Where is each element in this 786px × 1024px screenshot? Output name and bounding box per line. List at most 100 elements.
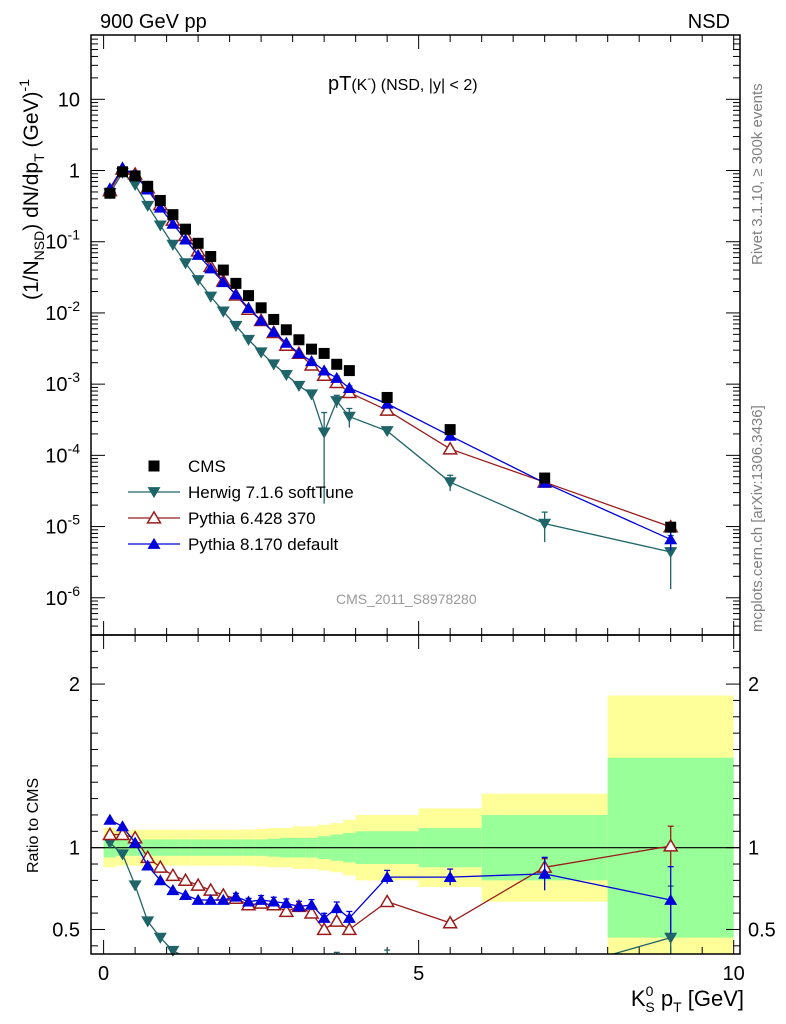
y-tick-label-main: 10 — [58, 89, 80, 111]
ratio-point — [330, 902, 344, 914]
ratio-point — [153, 932, 167, 944]
data-point — [205, 251, 217, 263]
data-point — [166, 217, 180, 229]
legend-label: Herwig 7.1.6 softTune — [188, 483, 354, 502]
ratio-point — [128, 880, 142, 892]
data-point — [306, 343, 318, 355]
ratio-point — [114, 826, 131, 841]
header-right-label: NSD — [688, 11, 730, 33]
ratio-point — [278, 903, 295, 918]
ratio-tick-label-right: 0.5 — [748, 919, 776, 941]
data-point — [280, 324, 292, 336]
analysis-id-label: CMS_2011_S8978280 — [336, 591, 477, 607]
data-point — [180, 223, 192, 235]
x-tick-label: 10 — [723, 963, 745, 985]
data-point — [279, 369, 293, 382]
y-tick-label-main: 10-4 — [45, 440, 80, 467]
legend-label: Pythia 8.170 default — [188, 535, 339, 554]
data-point — [191, 275, 205, 287]
data-series — [102, 161, 679, 957]
data-point — [381, 391, 393, 403]
data-point — [117, 166, 129, 178]
data-point — [254, 347, 268, 359]
ratio-plot-frame — [90, 634, 741, 955]
data-point — [330, 371, 344, 383]
y-tick-label-main: 10-6 — [45, 583, 80, 610]
axes-ticks: 0 5 10 10 1 10-1 10-2 10-3 10-4 10-5 10-6 0.5 0.5 1 1 2… — [45, 34, 776, 985]
ratio-point — [305, 898, 319, 910]
data-point — [538, 518, 552, 530]
ratio-point — [664, 893, 678, 905]
ratio-point — [152, 859, 169, 873]
data-point — [191, 248, 205, 260]
ratio-line — [449, 866, 545, 924]
ratio-point — [279, 897, 293, 909]
y-tick-label-main: 10-1 — [45, 227, 80, 254]
data-point — [141, 200, 155, 212]
ratio-point — [229, 890, 243, 902]
data-point — [318, 347, 330, 359]
data-point — [342, 411, 356, 423]
ratio-point — [538, 867, 552, 879]
data-point — [255, 302, 267, 314]
ratio-point — [141, 859, 155, 871]
data-point — [664, 547, 678, 559]
data-point — [179, 258, 193, 270]
data-point — [343, 365, 355, 377]
data-point — [153, 220, 167, 232]
ratio-line — [544, 873, 671, 901]
ratio-point — [303, 905, 320, 919]
ratio-point — [116, 820, 130, 832]
data-point — [204, 291, 218, 303]
ratio-point — [662, 838, 679, 852]
ratio-tick-label-left: 2 — [69, 674, 80, 696]
ratio-line — [613, 937, 671, 955]
data-point — [167, 209, 179, 221]
ratio-point — [153, 874, 167, 886]
ratio-point — [128, 836, 142, 848]
ratio-line — [544, 845, 671, 868]
data-point — [128, 179, 142, 191]
data-point — [104, 187, 116, 199]
data-point — [279, 336, 293, 348]
ratio-series-2 — [103, 813, 678, 934]
data-point — [305, 389, 319, 401]
data-point — [216, 306, 230, 318]
data-point — [342, 381, 356, 393]
data-point — [330, 396, 344, 408]
series-0 — [104, 166, 677, 533]
legend-label: Pythia 6.428 370 — [188, 509, 316, 528]
data-point — [268, 313, 280, 325]
rivet-label: Rivet 3.1.10, ≥ 300k events — [749, 83, 766, 265]
ratio-point — [166, 945, 180, 957]
legend-marker — [146, 510, 162, 524]
mcplots-label: mcplots.cern.ch [arXiv:1306.3436] — [749, 405, 766, 632]
data-point — [665, 521, 677, 533]
ratio-point — [141, 916, 155, 928]
ratio-point — [317, 911, 331, 923]
data-point — [254, 314, 268, 326]
ratio-point — [664, 932, 678, 944]
data-point — [216, 276, 230, 288]
ratio-point — [166, 884, 180, 896]
data-point — [443, 429, 457, 441]
ratio-tick-label-left: 0.5 — [52, 919, 80, 941]
ratio-point — [254, 893, 268, 905]
data-point — [217, 264, 229, 276]
ratio-point — [165, 867, 181, 882]
x-tick-label: 0 — [98, 963, 109, 985]
data-point — [380, 397, 394, 409]
x-tick-label: 5 — [413, 963, 424, 985]
x-axis-label: K0 S pT [GeV] — [631, 983, 744, 1015]
ratio-point — [316, 921, 332, 936]
plot-title: pT(K-) (NSD, |y| < 2) — [328, 73, 478, 95]
data-point — [317, 427, 331, 439]
data-point — [142, 180, 154, 192]
ratio-point — [442, 915, 458, 929]
data-point — [539, 472, 551, 484]
header-left-label: 900 GeV pp — [100, 11, 207, 33]
data-point — [331, 358, 343, 370]
legend-entry: Pythia 6.428 370 — [128, 509, 316, 528]
data-point — [192, 237, 204, 249]
